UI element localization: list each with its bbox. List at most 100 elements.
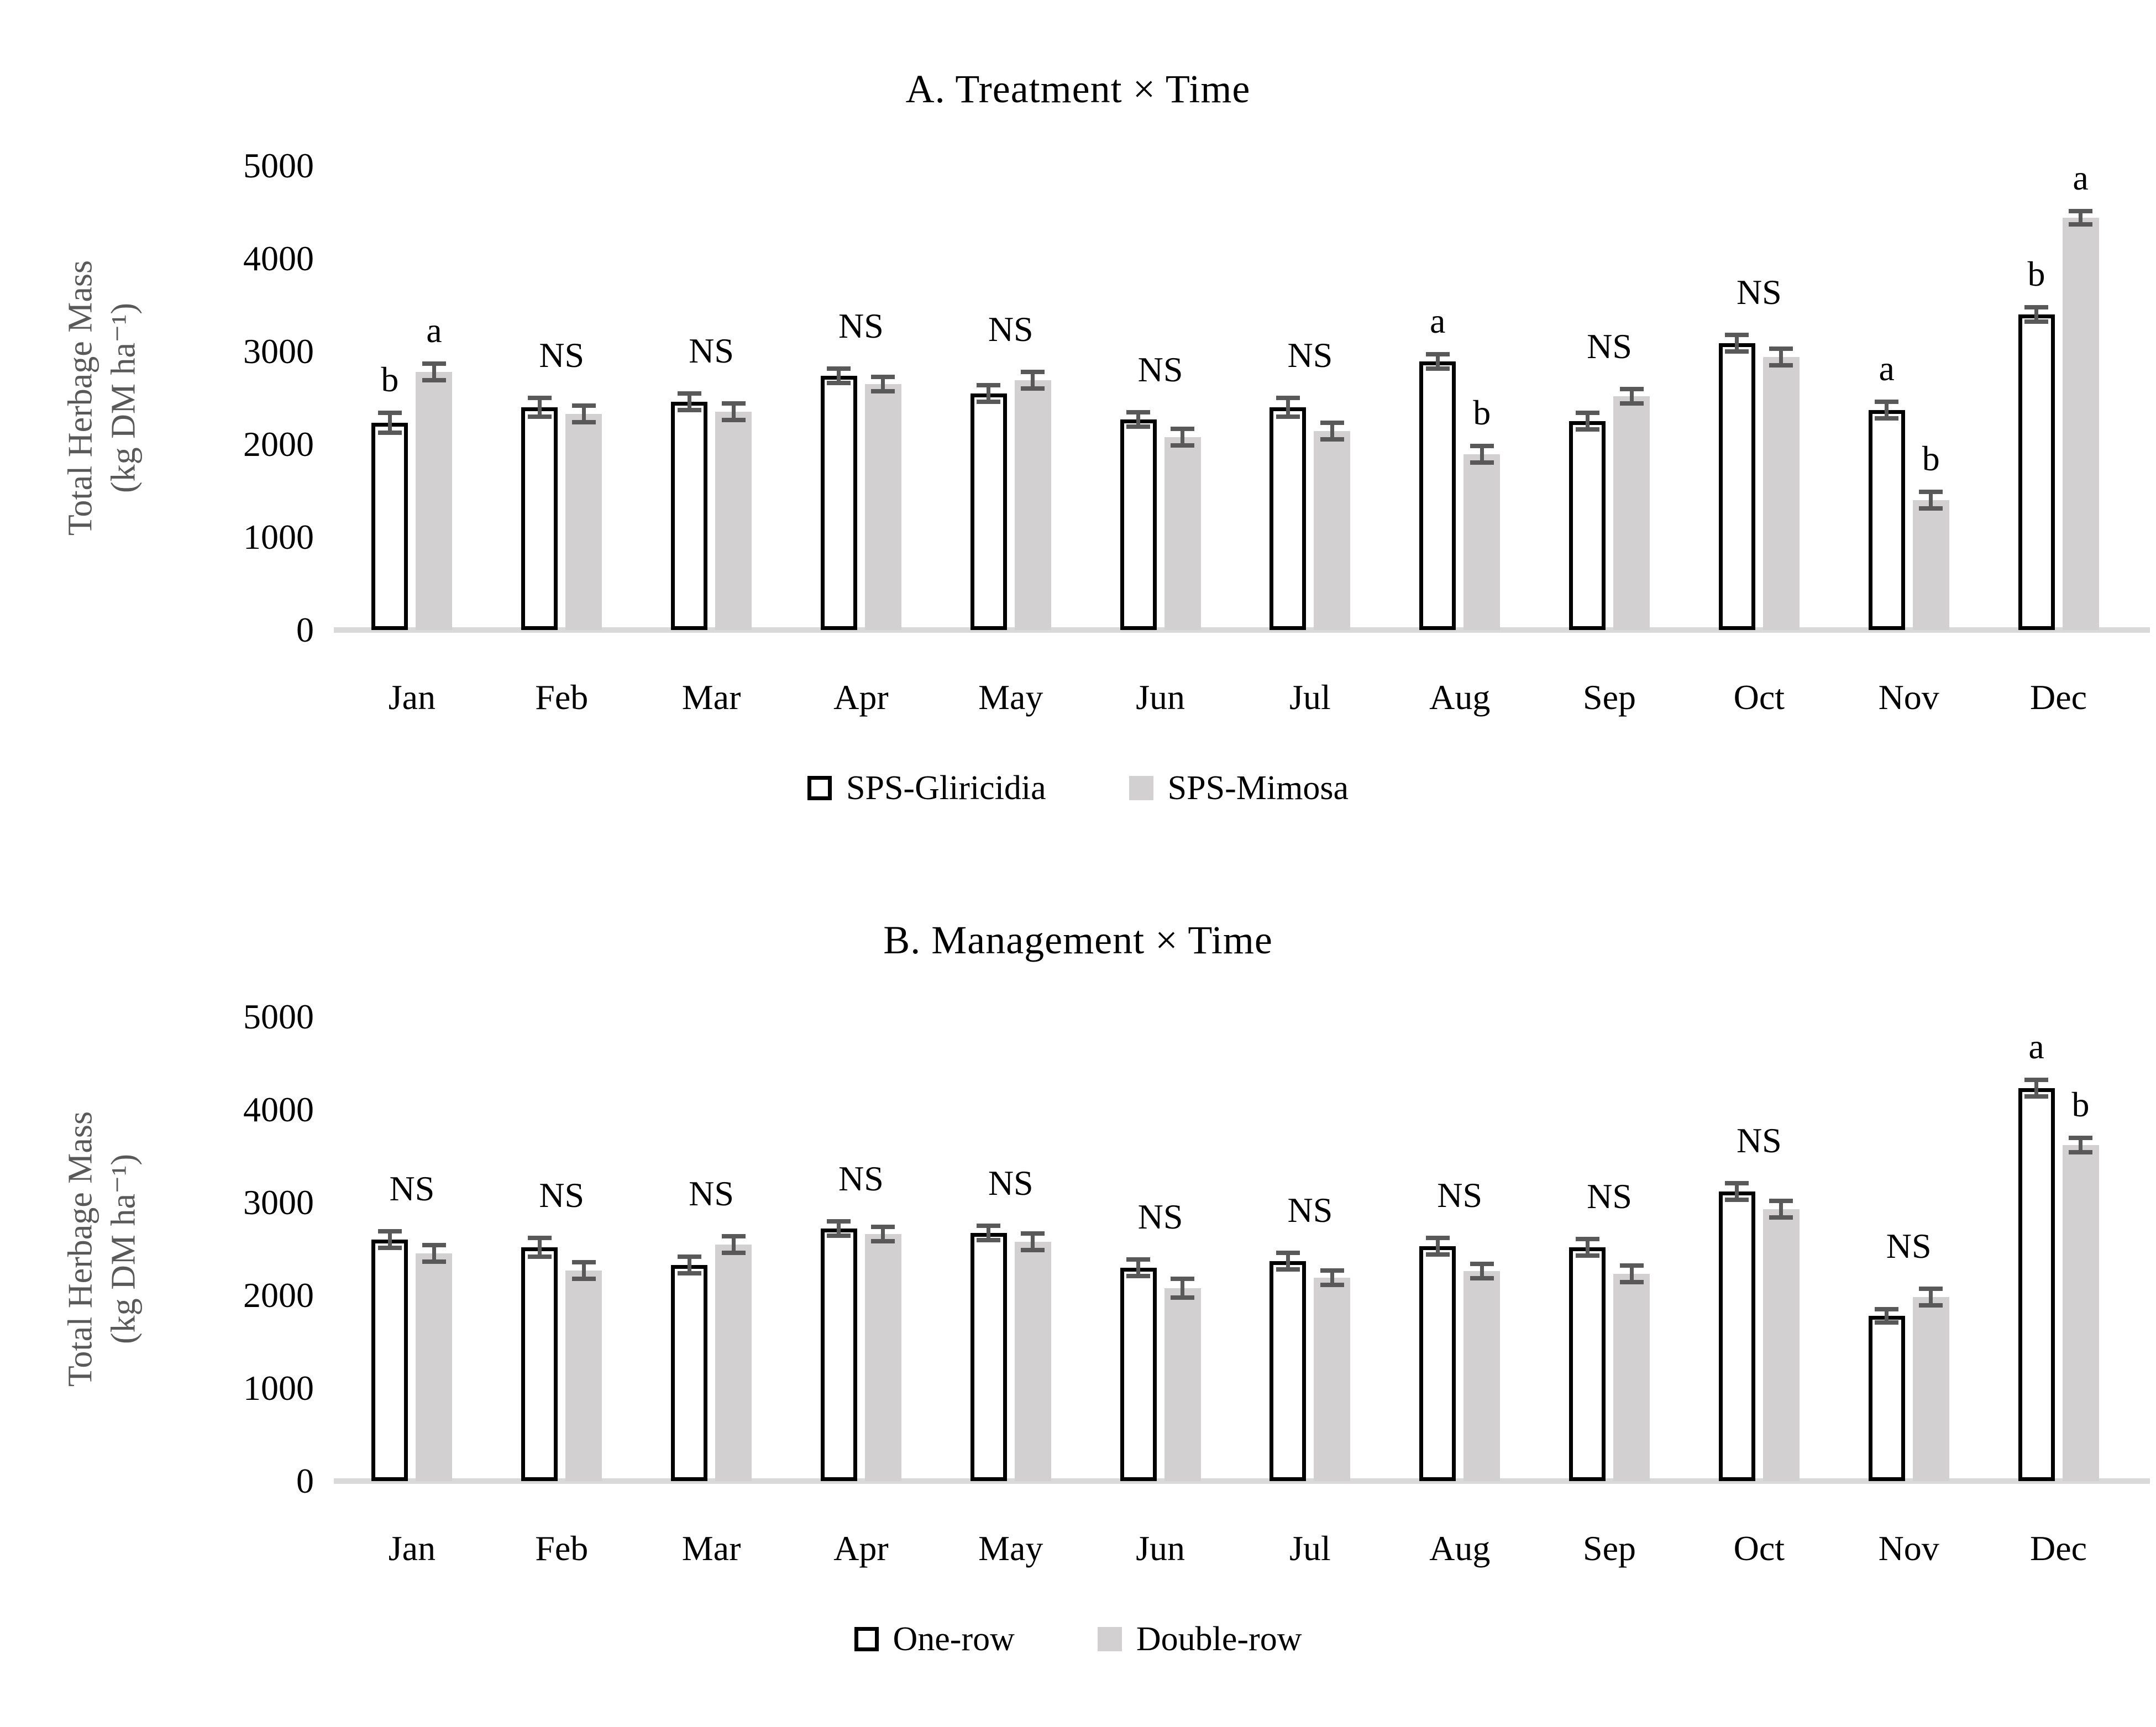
error-bar xyxy=(377,411,402,435)
bar-one-row-oct xyxy=(1718,1191,1755,1481)
y-tick-label: 3000 xyxy=(243,1183,314,1222)
error-bar xyxy=(1171,427,1195,448)
significance-label-ns: NS xyxy=(389,1169,435,1208)
legend-item: SPS-Mimosa xyxy=(1129,771,1349,805)
bar-group-apr: NS xyxy=(786,1017,936,1481)
y-tick-label: 0 xyxy=(296,1461,314,1500)
significance-label-ns: NS xyxy=(689,1174,734,1213)
y-tick-label: 2000 xyxy=(243,424,314,464)
significance-letter: b xyxy=(1922,439,1940,478)
significance-letter: b xyxy=(381,360,399,399)
significance-label-ns: NS xyxy=(1587,327,1632,366)
bar-double-row-sep xyxy=(1613,1274,1650,1481)
error-bar xyxy=(571,1260,596,1281)
y-tick-label: 5000 xyxy=(243,146,314,185)
error-bar xyxy=(527,1236,552,1259)
legend-item: One-row xyxy=(854,1622,1015,1656)
bar-sps-mimosa-feb xyxy=(565,414,602,630)
bar-double-row-jan xyxy=(416,1253,453,1481)
bar-group-sep: NS xyxy=(1535,1017,1685,1481)
significance-label-ns: NS xyxy=(1736,272,1782,312)
bar-group-jun: NS xyxy=(1085,1017,1235,1481)
significance-label-ns: NS xyxy=(1886,1226,1932,1266)
bar-sps-gliricidia-jan xyxy=(371,423,408,630)
error-bar xyxy=(1725,1181,1749,1202)
error-bar xyxy=(721,1234,746,1255)
x-axis-label-mar: Mar xyxy=(681,1529,741,1568)
x-axis-label-jun: Jun xyxy=(1136,1529,1185,1568)
chart-panel-a: A. Treatment × Time Total Herbage Mass (… xyxy=(0,11,2156,862)
bar-group-nov: NS xyxy=(1834,1017,1984,1481)
x-axis-label-feb: Feb xyxy=(535,678,589,717)
error-bar xyxy=(2069,1136,2093,1154)
bar-sps-mimosa-mar xyxy=(715,412,752,630)
bar-double-row-mar xyxy=(715,1245,752,1481)
bar-sps-gliricidia-sep xyxy=(1569,421,1606,630)
error-bar xyxy=(1126,1257,1151,1278)
bar-sps-gliricidia-aug xyxy=(1419,361,1456,630)
bar-groups: NS NS NS NS NS NS NS NS NS NS NS a b xyxy=(337,1017,2133,1481)
error-bar xyxy=(2069,209,2093,227)
legend-swatch-gray xyxy=(1129,776,1153,800)
x-axis-label-nov: Nov xyxy=(1878,1529,1939,1568)
significance-letter: a xyxy=(426,311,442,350)
bar-group-aug: NS xyxy=(1385,1017,1535,1481)
x-axis-label-mar: Mar xyxy=(681,678,741,717)
error-bar xyxy=(1425,352,1450,371)
x-axis-label-dec: Dec xyxy=(2030,1529,2087,1568)
chart-panel-b: B. Management × Time Total Herbage Mass … xyxy=(0,862,2156,1713)
bar-sps-gliricidia-oct xyxy=(1718,343,1755,630)
y-axis-title: Total Herbage Mass (kg DM ha⁻¹) xyxy=(60,1111,145,1387)
significance-label-ns: NS xyxy=(1587,1177,1632,1216)
bar-sps-mimosa-may xyxy=(1014,380,1051,630)
x-axis-label-aug: Aug xyxy=(1429,1529,1491,1568)
significance-label-ns: NS xyxy=(838,1159,884,1198)
bar-sps-mimosa-jul xyxy=(1314,431,1351,630)
bar-group-feb: NS xyxy=(487,166,637,630)
bar-group-apr: NS xyxy=(786,166,936,630)
bar-group-jul: NS xyxy=(1235,166,1385,630)
legend-label: One-row xyxy=(893,1620,1015,1658)
x-axis-label-sep: Sep xyxy=(1583,1529,1636,1568)
legend-label: SPS-Mimosa xyxy=(1167,769,1349,807)
bar-one-row-apr xyxy=(820,1229,857,1481)
x-axis-label-feb: Feb xyxy=(535,1529,589,1568)
significance-label-ns: NS xyxy=(1137,350,1183,389)
bar-double-row-aug xyxy=(1463,1271,1501,1481)
error-bar xyxy=(422,361,446,382)
y-axis-title-line2: (kg DM ha⁻¹) xyxy=(104,1153,142,1345)
bar-double-row-may xyxy=(1014,1242,1051,1481)
bar-double-row-jun xyxy=(1164,1288,1201,1481)
x-axis-line xyxy=(334,627,2150,633)
chart-title: B. Management × Time xyxy=(883,918,1273,962)
bar-one-row-nov xyxy=(1868,1316,1905,1481)
error-bar xyxy=(1619,1263,1644,1284)
error-bar xyxy=(1619,387,1644,406)
y-tick-label: 1000 xyxy=(243,517,314,557)
legend-swatch-outline xyxy=(854,1627,879,1651)
bar-one-row-jul xyxy=(1270,1261,1307,1481)
x-axis-label-nov: Nov xyxy=(1878,678,1939,717)
error-bar xyxy=(1320,421,1344,442)
error-bar xyxy=(1021,370,1045,391)
error-bar xyxy=(1126,410,1151,429)
x-axis-labels: Jan Feb Mar Apr May Jun Jul Aug Sep Oct Nov Dec xyxy=(337,680,2133,715)
error-bar xyxy=(1725,333,1749,354)
significance-letter: a xyxy=(1879,349,1895,388)
y-tick-label: 5000 xyxy=(243,997,314,1036)
bar-double-row-apr xyxy=(864,1234,901,1481)
bar-one-row-feb xyxy=(521,1247,558,1481)
error-bar xyxy=(1875,1307,1899,1325)
bar-double-row-dec xyxy=(2062,1145,2099,1481)
significance-label-ns: NS xyxy=(539,335,585,375)
error-bar xyxy=(1276,396,1300,419)
chart-title: A. Treatment × Time xyxy=(905,67,1251,111)
error-bar xyxy=(1276,1251,1300,1272)
error-bar xyxy=(422,1243,446,1264)
bar-sps-mimosa-sep xyxy=(1613,396,1650,630)
x-axis-label-jan: Jan xyxy=(388,1529,436,1568)
bar-double-row-oct xyxy=(1762,1209,1800,1481)
y-tick-label: 4000 xyxy=(243,239,314,278)
